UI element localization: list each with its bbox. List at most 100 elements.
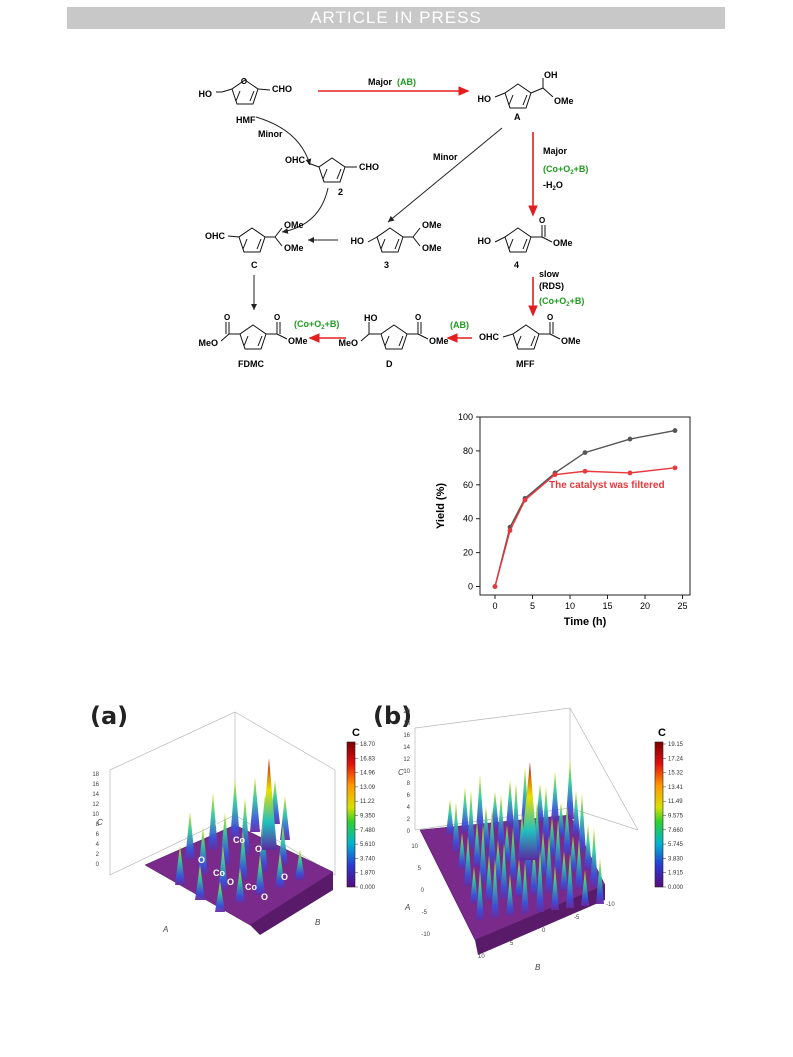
peak: [572, 790, 580, 836]
chart-annotation: The catalyst was filtered: [549, 480, 665, 491]
atom-label: O: [227, 877, 234, 887]
label-fdmc: FDMC: [238, 359, 264, 369]
molecule-c: [227, 227, 283, 253]
y-tick-label: 40: [463, 514, 473, 524]
molecule-fdmc: [220, 322, 288, 350]
arrow-a4-catalyst: (Co+O2+B): [543, 164, 588, 176]
plot-b-y-ticks: 10 5 0 -5 -10: [411, 844, 430, 938]
colorbar-tick-label: 17.24: [668, 756, 684, 762]
z-tick-label: 8: [407, 781, 411, 787]
series-1-point: [627, 470, 633, 476]
series-group: [492, 428, 678, 589]
y-tick-label: 20: [463, 548, 473, 558]
arrow-2-to-c: [281, 187, 329, 234]
arrow-4mff-catalyst: (Co+O2+B): [539, 296, 584, 308]
x-tick-label: 0: [492, 601, 497, 611]
peak: [551, 771, 559, 821]
4-carbonyl-o: O: [539, 216, 545, 225]
label-a: A: [514, 112, 521, 122]
plot-a-axis-a: A: [162, 925, 168, 934]
z-tick-label: 12: [92, 802, 99, 808]
peak: [536, 783, 544, 823]
colorbar-tick-label: 7.660: [668, 828, 684, 834]
peak: [503, 825, 511, 863]
peak: [581, 870, 589, 906]
y-tick-label: 80: [463, 446, 473, 456]
x-tick-label: 10: [565, 601, 575, 611]
a-ho-group: HO: [478, 94, 492, 104]
molecule-4: [494, 225, 553, 253]
colorbar-a: [346, 741, 356, 888]
peak: [536, 850, 544, 912]
peak: [476, 775, 484, 831]
y-tick-label: 100: [458, 412, 473, 422]
series-1-point: [522, 497, 528, 503]
x-tick-label: 25: [677, 601, 687, 611]
peak: [295, 849, 305, 880]
panel-a-label: (a): [90, 702, 129, 730]
colorbar-tick-label: 7.480: [360, 828, 376, 834]
z-tick-label: 8: [96, 822, 100, 828]
colorbar-tick-label: 11.49: [668, 799, 683, 805]
colorbar-tick-label: 3.830: [668, 856, 684, 862]
c-ohc-group: OHC: [205, 231, 226, 241]
peak: [560, 851, 568, 891]
peak: [255, 855, 265, 895]
z-tick-label: 2: [407, 817, 411, 823]
arrow-major-label-2: Major: [543, 146, 568, 156]
z-tick-label: 20: [403, 709, 410, 715]
molecule-3: [367, 227, 421, 253]
peak: [195, 864, 205, 900]
series-1-point: [552, 472, 558, 478]
fdmc-meo-group: MeO: [198, 338, 218, 348]
colorbar-tick-label: 5.745: [668, 842, 684, 848]
arrow-a4-water: -H2O: [543, 180, 563, 192]
colorbar-tick-label: 16.83: [360, 756, 376, 762]
x-tick-label: 0: [542, 928, 546, 934]
z-tick-label: 2: [96, 852, 100, 858]
peak: [482, 806, 490, 848]
hmf-o-atom: O: [241, 77, 247, 86]
label-3: 3: [384, 260, 389, 270]
y-tick-label: 0: [468, 582, 473, 592]
hmf-cho-group: CHO: [272, 84, 292, 94]
d-ome-group: OMe: [429, 336, 449, 346]
plot-a-axis-b: B: [315, 918, 321, 927]
x-axis-label: Time (h): [564, 616, 607, 628]
peak: [575, 839, 583, 889]
label-hmf: HMF: [236, 115, 256, 125]
molecule-d: [360, 322, 429, 350]
peak: [250, 777, 260, 832]
peak: [458, 833, 466, 869]
atom-label: O: [215, 819, 222, 829]
label-mff: MFF: [516, 359, 535, 369]
peak: [473, 821, 481, 867]
colorbar-b-ticks: 19.15 17.24 15.32 13.41 11.49 9.575 7.660 5.745…: [663, 742, 684, 891]
c-ome-group-1: OMe: [284, 220, 304, 230]
series-1-point: [582, 468, 588, 474]
peak: [461, 787, 469, 833]
panel-b-label: (b): [373, 702, 413, 730]
d-carbonyl-o: O: [415, 313, 421, 322]
colorbar-tick-label: 9.350: [360, 814, 376, 820]
y-tick-label: 10: [411, 844, 418, 850]
peak: [584, 824, 592, 870]
molecule-mff: [502, 322, 561, 350]
4-ome-group: OMe: [553, 238, 573, 248]
4-ho-group: HO: [478, 236, 492, 246]
arrow-minor-label-2: Minor: [433, 152, 458, 162]
peak: [551, 866, 559, 910]
arrow-hmf-to-2: [255, 116, 312, 166]
3-ome-group-2: OMe: [422, 243, 442, 253]
peak: [208, 792, 218, 850]
peak: [548, 817, 556, 857]
colorbar-tick-label: 13.41: [668, 785, 684, 791]
peak: [452, 802, 460, 852]
series-0-point: [582, 450, 588, 455]
colorbar-tick-label: 19.15: [668, 742, 684, 748]
label-c: C: [251, 260, 258, 270]
